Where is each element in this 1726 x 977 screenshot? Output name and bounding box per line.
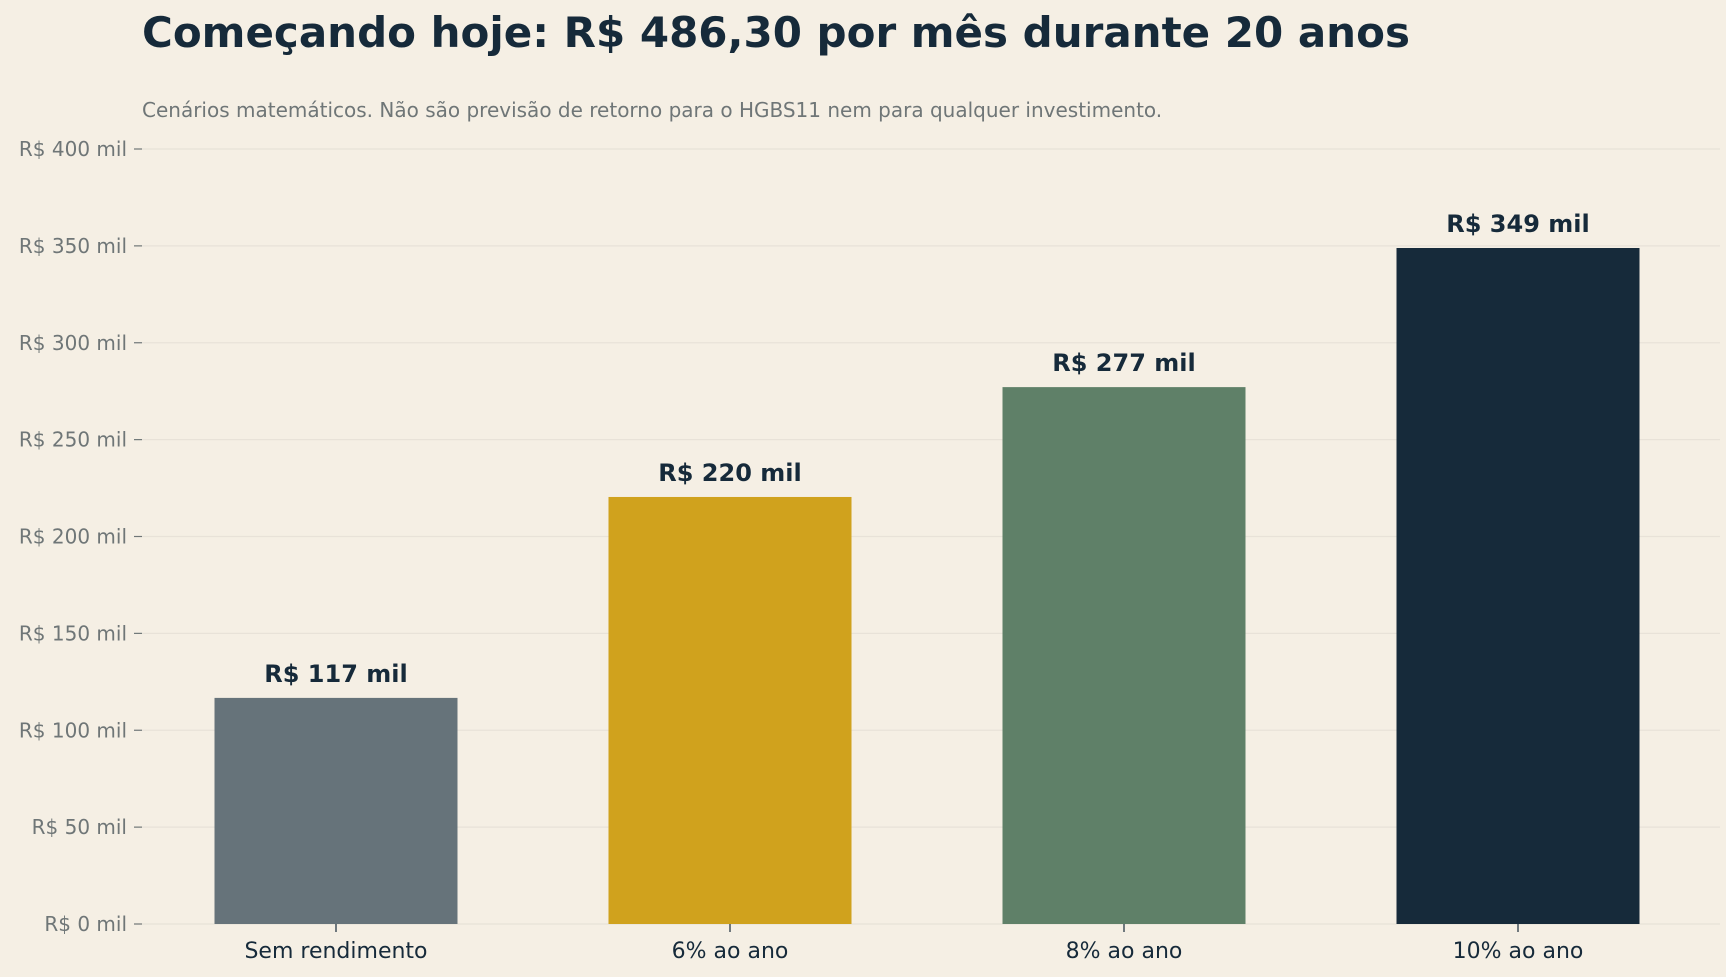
x-tick-label: 10% ao ano: [1453, 939, 1584, 964]
x-tick-label: 8% ao ano: [1066, 939, 1183, 964]
y-tick-label: R$ 100 mil: [19, 718, 127, 742]
bar-value-label: R$ 220 mil: [658, 459, 801, 487]
y-tick-label: R$ 250 mil: [19, 428, 127, 452]
x-tick-label: 6% ao ano: [672, 939, 789, 964]
y-tick-label: R$ 350 mil: [19, 234, 127, 258]
y-tick-label: R$ 150 mil: [19, 621, 127, 645]
bar-2: [609, 497, 852, 924]
y-tick-label: R$ 400 mil: [19, 137, 127, 161]
bar-value-label: R$ 349 mil: [1446, 210, 1589, 238]
y-tick-label: R$ 50 mil: [32, 815, 127, 839]
x-tick-label: Sem rendimento: [244, 939, 427, 964]
y-tick-label: R$ 0 mil: [44, 912, 127, 936]
bar-value-label: R$ 277 mil: [1052, 349, 1195, 377]
bar-4: [1397, 248, 1640, 924]
bar-1: [215, 698, 458, 924]
y-tick-label: R$ 200 mil: [19, 525, 127, 549]
y-tick-label: R$ 300 mil: [19, 331, 127, 355]
bar-value-label: R$ 117 mil: [264, 660, 407, 688]
bar-3: [1003, 387, 1246, 924]
